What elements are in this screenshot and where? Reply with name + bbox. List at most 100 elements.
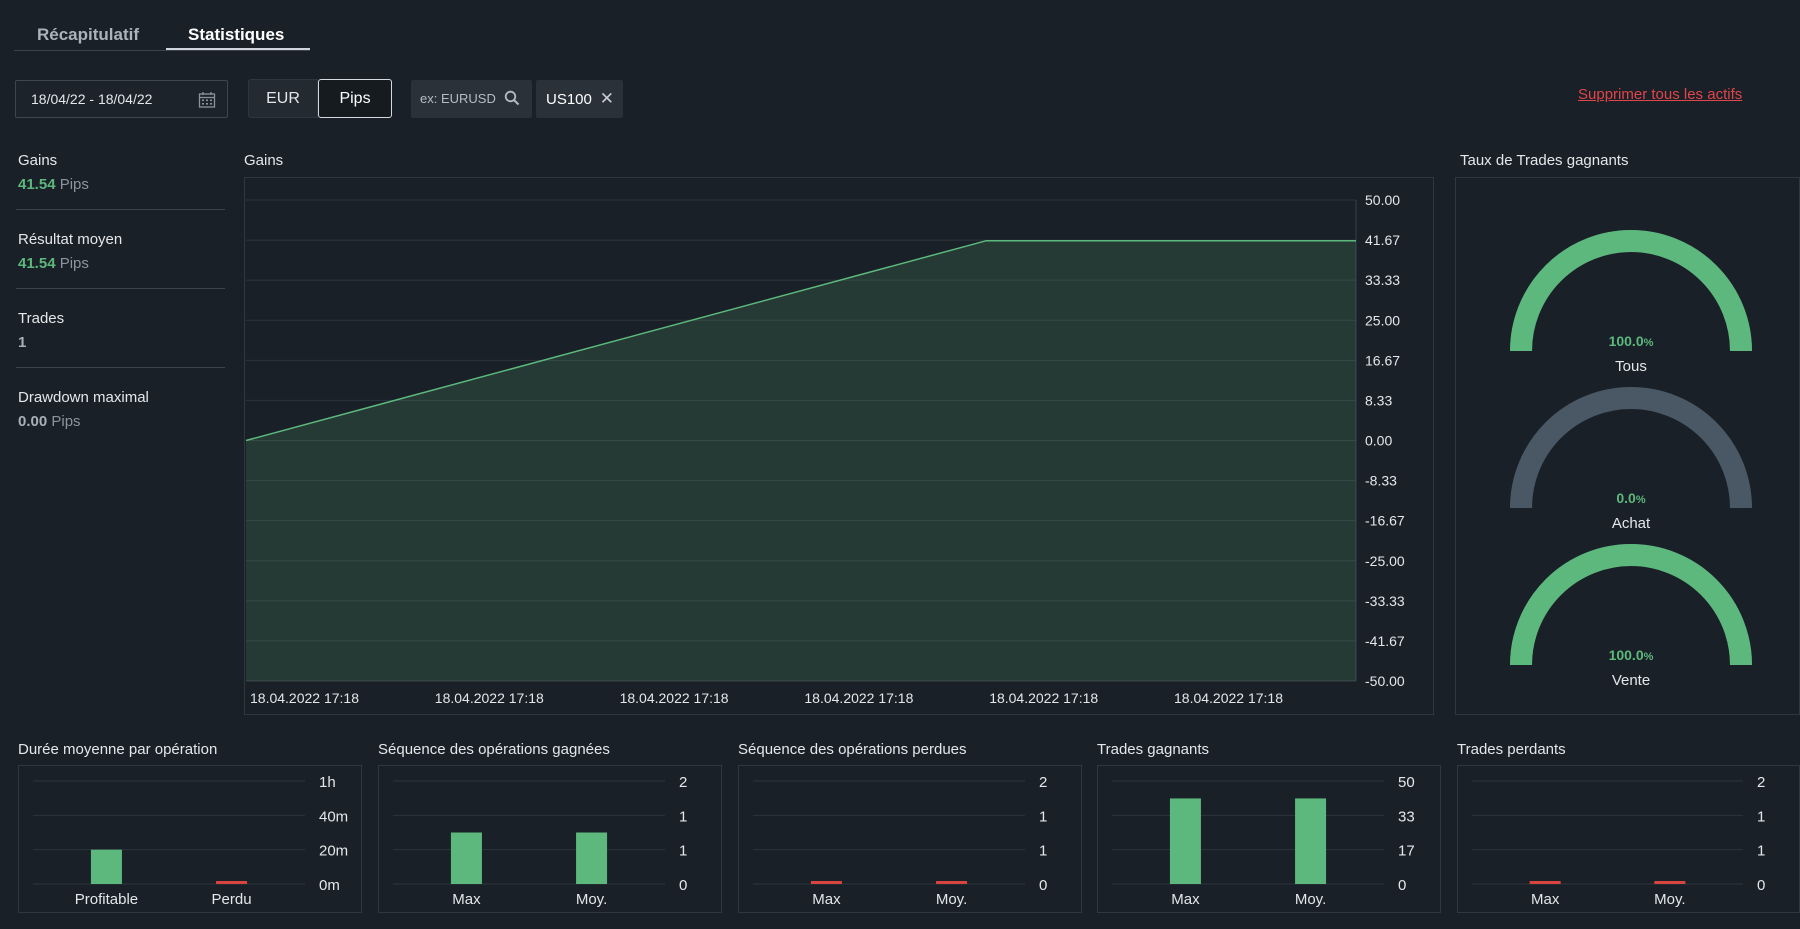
tab-recapitulatif[interactable]: Récapitulatif <box>37 25 140 44</box>
y-tick-label: 1 <box>679 843 687 860</box>
x-tick-label: Max <box>452 891 481 908</box>
tab-bar: Récapitulatif Statistiques <box>14 22 310 51</box>
date-range-picker[interactable]: 18/04/22 - 18/04/22 <box>15 80 228 118</box>
y-tick-label: 0.00 <box>1365 433 1392 449</box>
unit-eur-button[interactable]: EUR <box>248 79 318 118</box>
asset-chip-label: US100 <box>546 91 592 108</box>
stat-unit: Pips <box>51 413 81 430</box>
win-rate-gauges: 100.0% Tous 0.0% Achat 100.0% Vente <box>1510 230 1752 689</box>
bar <box>90 849 122 884</box>
x-tick-label: 18.04.2022 17:18 <box>620 690 729 706</box>
stat-value: 41.54 <box>18 176 56 193</box>
win-streak-chart: 2 1 1 0 Max Moy. <box>378 765 722 913</box>
y-tick-label: 16.67 <box>1365 352 1400 368</box>
calendar-icon[interactable] <box>198 91 216 114</box>
x-tick-label: 18.04.2022 17:18 <box>989 690 1098 706</box>
stat-value: 1 <box>18 334 27 351</box>
y-tick-label: 50.00 <box>1365 192 1400 208</box>
y-tick-label: 2 <box>1757 774 1765 791</box>
mini-chart-title: Trades perdants <box>1457 741 1566 758</box>
mini-chart-title: Trades gagnants <box>1097 741 1210 758</box>
asset-chip: US100 ✕ <box>536 80 623 118</box>
divider <box>16 209 225 210</box>
y-tick-label: 33 <box>1398 808 1415 825</box>
remove-all-assets-link[interactable]: Supprimer tous les actifs <box>1578 86 1743 103</box>
y-tick-label: 0 <box>679 877 687 894</box>
asset-search-input[interactable]: ex: EURUSD <box>411 80 532 118</box>
gauge-label: Tous <box>1615 358 1647 375</box>
y-tick-label: 0m <box>319 877 340 894</box>
y-tick-label: -33.33 <box>1365 593 1405 609</box>
win-rate-panel: 100.0% Tous 0.0% Achat 100.0% Vente <box>1455 177 1800 715</box>
y-tick-label: 33.33 <box>1365 272 1400 288</box>
winning-trades-chart: 50 33 17 0 Max Moy. <box>1097 765 1441 913</box>
mini-chart-title: Séquence des opérations gagnées <box>378 741 610 758</box>
x-tick-label: 18.04.2022 17:18 <box>435 690 544 706</box>
x-tick-label: Max <box>812 891 841 908</box>
x-tick-label: Moy. <box>1654 891 1685 908</box>
y-tick-label: -50.00 <box>1365 673 1405 689</box>
tab-statistiques[interactable]: Statistiques <box>188 25 285 44</box>
y-tick-label: 0 <box>1039 877 1047 894</box>
bar <box>810 881 842 884</box>
stat-max-drawdown: Drawdown maximal 0.00 Pips <box>18 389 224 430</box>
y-tick-label: 25.00 <box>1365 312 1400 328</box>
win-rate-title: Taux de Trades gagnants <box>1460 152 1629 169</box>
x-tick-label: Moy. <box>1295 891 1326 908</box>
y-tick-label: 41.67 <box>1365 232 1400 248</box>
y-tick-label: 0 <box>1757 877 1765 894</box>
stat-average-result: Résultat moyen 41.54 Pips <box>18 231 224 272</box>
bar <box>1295 798 1327 884</box>
stat-label: Gains <box>18 152 58 169</box>
gauge-fill <box>1510 230 1752 352</box>
y-tick-label: 2 <box>1039 774 1047 791</box>
y-tick-label: -41.67 <box>1365 633 1405 649</box>
gauge-fill <box>1510 544 1752 666</box>
stat-unit: Pips <box>59 255 89 272</box>
gauge-track <box>1510 387 1752 509</box>
search-icon[interactable] <box>504 90 520 111</box>
stat-label: Drawdown maximal <box>18 389 149 406</box>
divider <box>16 367 225 368</box>
y-tick-label: 1 <box>1757 808 1765 825</box>
mini-chart-title: Séquence des opérations perdues <box>738 741 967 758</box>
bar <box>1654 881 1686 884</box>
bar <box>576 832 608 884</box>
bar <box>216 881 248 884</box>
x-tick-label: 18.04.2022 17:18 <box>804 690 913 706</box>
y-tick-label: 1 <box>1039 843 1047 860</box>
gauge-value: 0.0% <box>1616 490 1645 506</box>
bar <box>450 832 482 884</box>
active-tab-indicator <box>166 48 310 50</box>
y-tick-label: 8.33 <box>1365 392 1392 408</box>
bar <box>936 881 968 884</box>
gauge-label: Vente <box>1612 672 1650 689</box>
gains-chart-svg: 50.00 41.67 33.33 25.00 16.67 8.33 0.00 -8.33 -1… <box>245 192 1405 706</box>
y-tick-label: 2 <box>679 774 687 791</box>
x-tick-label: Max <box>1171 891 1200 908</box>
stat-trades: Trades 1 <box>18 310 224 351</box>
x-tick-label: Moy. <box>576 891 607 908</box>
y-tick-label: -16.67 <box>1365 513 1405 529</box>
y-tick-label: 50 <box>1398 774 1415 791</box>
x-tick-label: 18.04.2022 17:18 <box>250 690 359 706</box>
gains-chart-title: Gains <box>244 152 284 169</box>
losing-trades-chart: 2 1 1 0 Max Moy. <box>1457 765 1800 913</box>
stat-label: Résultat moyen <box>18 231 123 248</box>
gauge-value: 100.0% <box>1609 647 1654 663</box>
x-tick-label: Profitable <box>75 891 138 908</box>
bar <box>1169 798 1201 884</box>
x-tick-label: Moy. <box>936 891 967 908</box>
stat-label: Trades <box>18 310 65 327</box>
y-tick-label: 1 <box>1757 843 1765 860</box>
mini-chart-title: Durée moyenne par opération <box>18 741 218 758</box>
y-tick-label: 40m <box>319 808 348 825</box>
y-tick-label: 1h <box>319 774 336 791</box>
divider <box>16 288 225 289</box>
close-icon[interactable]: ✕ <box>599 89 614 108</box>
stat-value: 0.00 <box>18 413 48 430</box>
asset-search-placeholder: ex: EURUSD <box>420 91 496 106</box>
gauge-value: 100.0% <box>1609 333 1654 349</box>
unit-pips-button[interactable]: Pips <box>318 79 392 118</box>
y-tick-label: 1 <box>679 808 687 825</box>
